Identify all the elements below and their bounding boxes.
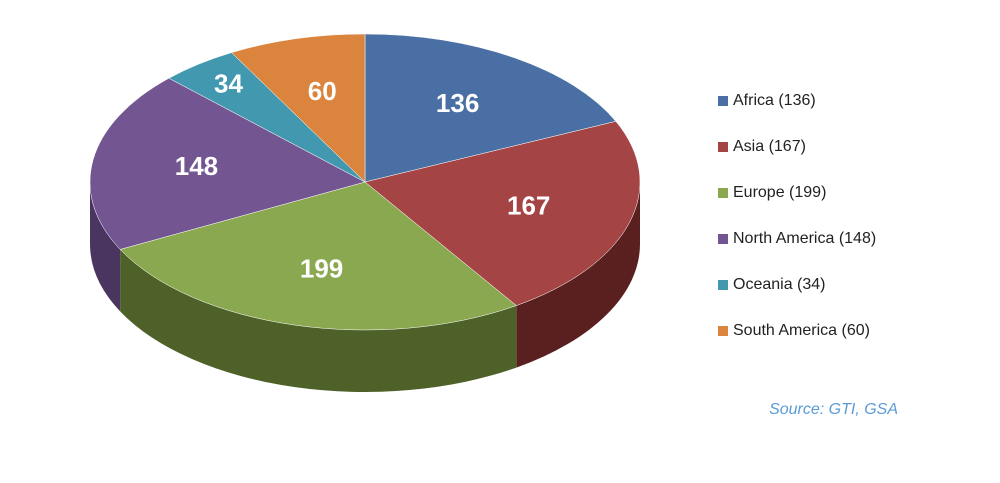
slice — [364, 121, 641, 306]
slice-side — [516, 182, 640, 368]
legend-swatch — [718, 280, 728, 290]
slice-side — [120, 249, 517, 393]
slice — [364, 33, 617, 183]
pie-sides — [90, 182, 640, 393]
legend: Africa (136) Asia (167) Europe (199) North … — [718, 92, 876, 339]
legend-label: South America (60) — [733, 322, 870, 339]
legend-swatch — [718, 142, 728, 152]
source-note: Source: GTI, GSA — [769, 401, 898, 418]
legend-swatch — [718, 234, 728, 244]
data-label: 34 — [214, 68, 243, 98]
legend-swatch — [718, 188, 728, 198]
data-label: 199 — [300, 254, 343, 284]
data-label: 167 — [507, 190, 550, 220]
data-label: 136 — [436, 88, 479, 118]
legend-label: Oceania (34) — [733, 276, 826, 293]
legend-label: Europe (199) — [733, 184, 826, 201]
slice — [231, 33, 366, 183]
legend-swatch — [718, 326, 728, 336]
legend-label: North America (148) — [733, 230, 876, 247]
legend-label: Asia (167) — [733, 138, 806, 155]
slice — [119, 181, 517, 331]
data-label: 148 — [175, 151, 218, 181]
legend-label: Africa (136) — [733, 92, 816, 109]
slice-side — [90, 182, 121, 312]
legend-swatch — [718, 96, 728, 106]
slice — [89, 77, 366, 250]
pie-tops — [89, 33, 641, 331]
data-label: 60 — [308, 76, 337, 106]
data-labels: 136 167 199 148 34 60 — [175, 68, 551, 283]
